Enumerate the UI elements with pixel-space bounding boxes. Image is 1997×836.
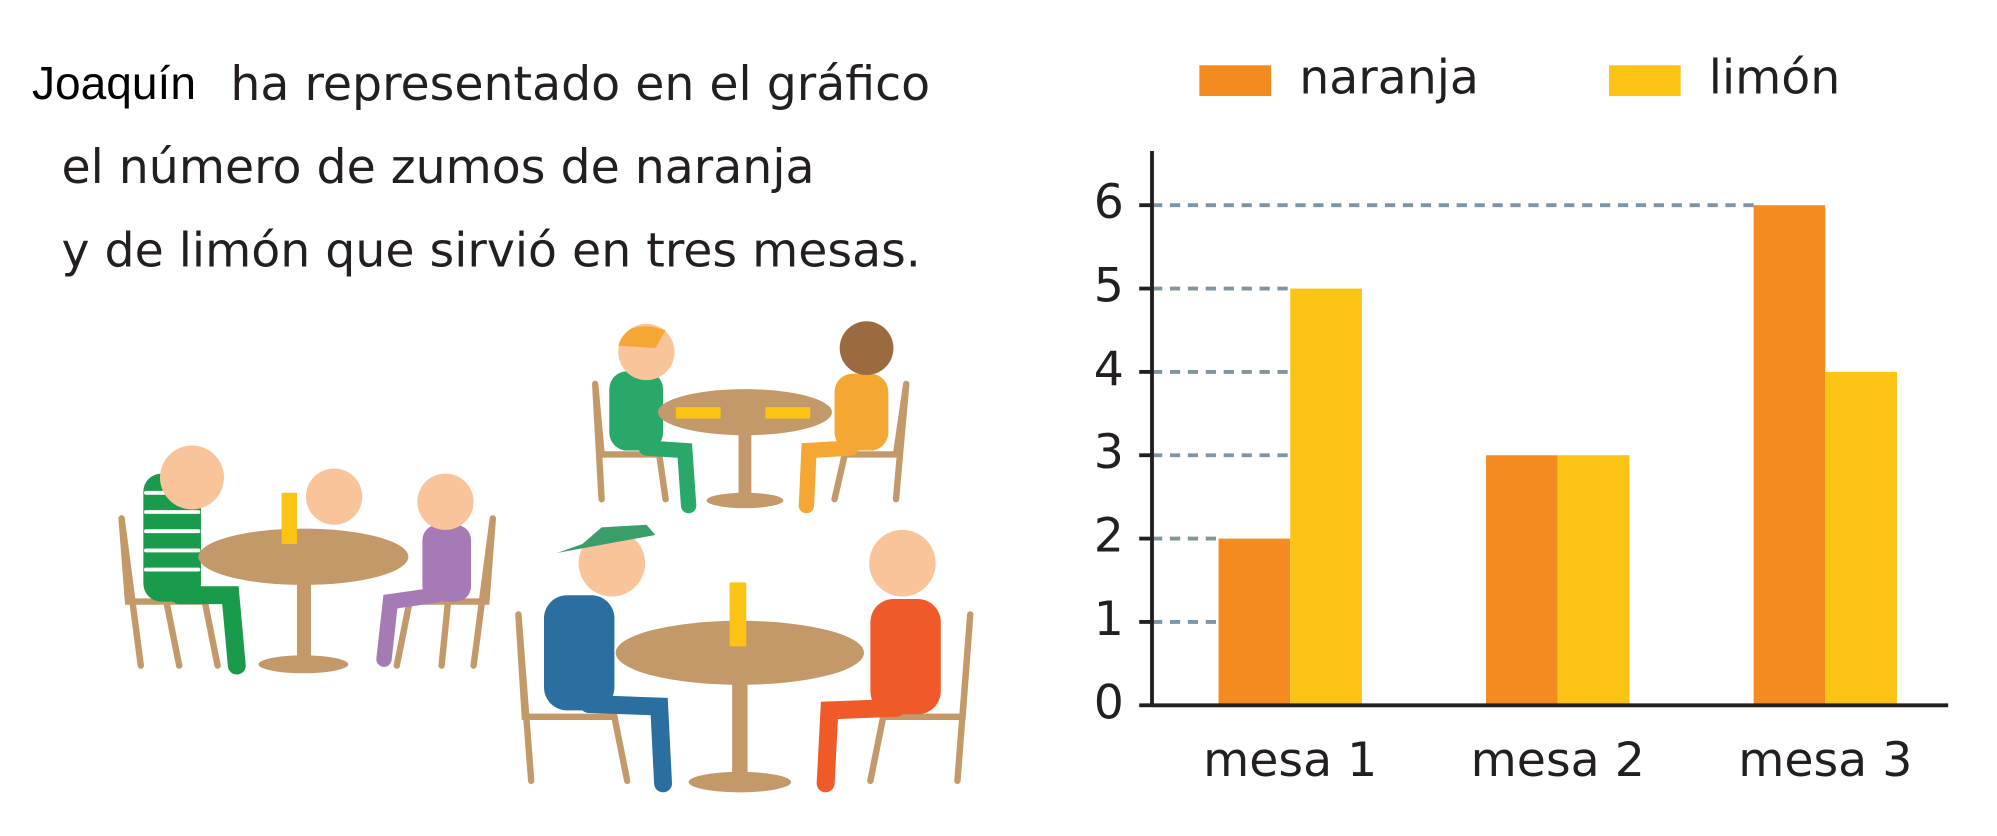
legend-label: limón <box>1709 51 1840 106</box>
bar <box>1486 455 1558 706</box>
legend-swatch <box>1608 65 1681 96</box>
y-tick-label: 2 <box>1094 509 1124 564</box>
bar <box>1557 455 1630 706</box>
y-tick-label: 5 <box>1094 259 1124 314</box>
legend-swatch <box>1199 65 1272 96</box>
text-line: el número de zumos de naranja <box>61 140 814 195</box>
bar <box>1825 371 1897 706</box>
y-tick-label: 0 <box>1094 675 1124 730</box>
x-tick-label: mesa 1 <box>1203 733 1377 788</box>
x-tick-label: mesa 2 <box>1471 733 1645 788</box>
text-line: ha representado en el gráfico <box>230 57 930 112</box>
bar <box>1290 288 1362 706</box>
y-tick-label: 3 <box>1094 425 1124 480</box>
legend-label: naranja <box>1299 51 1479 106</box>
name: Joaquín <box>32 57 196 109</box>
y-tick-label: 6 <box>1094 175 1124 230</box>
y-tick-label: 4 <box>1094 342 1124 397</box>
bar <box>1218 538 1291 706</box>
content: Joaquín ha representado en el gráfico el… <box>32 51 1949 793</box>
illustration <box>118 321 974 793</box>
text-line: y de limón que sirvió en tres mesas. <box>61 223 920 278</box>
y-tick-label: 1 <box>1094 592 1124 647</box>
bar <box>1753 205 1826 706</box>
x-tick-label: mesa 3 <box>1738 733 1912 788</box>
